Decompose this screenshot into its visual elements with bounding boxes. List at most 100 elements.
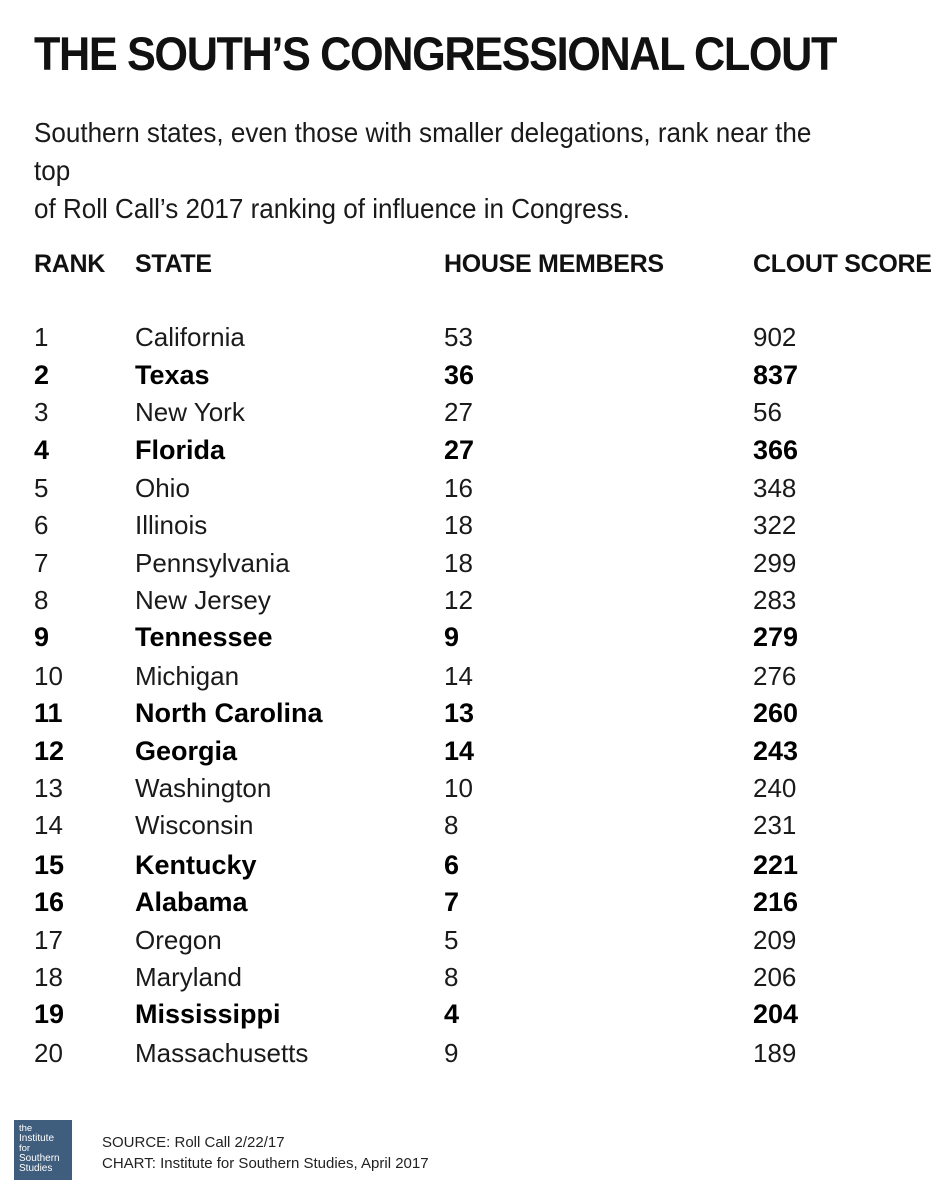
chart-subtitle: Southern states, even those with smaller…	[34, 114, 852, 228]
rank-cell: 3	[34, 396, 49, 427]
state-cell: Georgia	[135, 735, 238, 766]
house-members-cell: 8	[444, 809, 459, 840]
house-members-cell: 12	[444, 584, 473, 615]
rank-cell: 13	[34, 772, 63, 803]
chart-title: THE SOUTH’S CONGRESSIONAL CLOUT	[34, 27, 837, 80]
state-cell: Kentucky	[135, 849, 257, 880]
logo-text-line: the	[19, 1123, 33, 1134]
source-text: SOURCE: Roll Call 2/22/17	[102, 1134, 285, 1151]
table-row: 16 Alabama 7 216	[34, 883, 924, 921]
state-cell: New Jersey	[135, 584, 271, 615]
state-cell: Oregon	[135, 924, 222, 955]
logo-text-line: Southern	[19, 1153, 60, 1164]
house-members-cell: 53	[444, 321, 473, 352]
header-clout-score: CLOUT SCORE	[753, 249, 932, 278]
clout-score-cell: 276	[753, 660, 797, 691]
clout-score-cell: 299	[753, 547, 797, 578]
house-members-cell: 9	[444, 621, 460, 652]
clout-score-cell: 902	[753, 321, 797, 352]
rank-cell: 17	[34, 924, 63, 955]
table-row: 1 California 53 902	[34, 318, 924, 356]
house-members-cell: 5	[444, 924, 459, 955]
clout-table: RANK STATE HOUSE MEMBERS CLOUT SCORE 1 Ca…	[34, 242, 932, 1068]
house-members-cell: 18	[444, 509, 473, 540]
table-row: 10 Michigan 14 276	[34, 657, 924, 695]
state-cell: Maryland	[135, 961, 242, 992]
house-members-cell: 36	[444, 359, 475, 390]
rank-cell: 1	[34, 321, 49, 352]
clout-score-cell: 221	[753, 849, 799, 880]
clout-score-cell: 279	[753, 621, 799, 652]
rank-cell: 14	[34, 809, 63, 840]
table-row: 8 New Jersey 12 283	[34, 581, 924, 619]
table-row: 13 Washington 10 240	[34, 769, 924, 807]
logo-text-line: Institute	[19, 1133, 55, 1144]
clout-score-cell: 56	[753, 396, 782, 427]
house-members-cell: 6	[444, 849, 460, 880]
house-members-cell: 14	[444, 735, 475, 766]
house-members-cell: 18	[444, 547, 473, 578]
state-cell: Massachusetts	[135, 1037, 309, 1068]
state-cell: Alabama	[135, 886, 248, 917]
clout-score-cell: 216	[753, 886, 799, 917]
state-cell: Michigan	[135, 660, 240, 691]
clout-score-cell: 209	[753, 924, 797, 955]
state-cell: Florida	[135, 434, 226, 465]
table-row: 20 Massachusetts 9 189	[34, 1034, 924, 1072]
state-cell: Texas	[135, 359, 210, 390]
state-cell: New York	[135, 396, 245, 427]
rank-cell: 15	[34, 849, 65, 880]
clout-score-cell: 366	[753, 434, 799, 465]
table-row: 12 Georgia 14 243	[34, 732, 924, 770]
rank-cell: 10	[34, 660, 63, 691]
clout-score-cell: 189	[753, 1037, 797, 1068]
table-row: 2 Texas 36 837	[34, 356, 924, 394]
clout-score-cell: 206	[753, 961, 797, 992]
house-members-cell: 10	[444, 772, 473, 803]
rank-cell: 9	[34, 621, 50, 652]
institute-logo: the Institute for Southern Studies	[14, 1120, 72, 1180]
table-header: RANK STATE HOUSE MEMBERS CLOUT SCORE	[34, 242, 932, 286]
clout-score-cell: 260	[753, 697, 799, 728]
house-members-cell: 27	[444, 434, 475, 465]
rank-cell: 8	[34, 584, 49, 615]
state-cell: California	[135, 321, 245, 352]
header-house-members: HOUSE MEMBERS	[444, 249, 664, 278]
house-members-cell: 13	[444, 697, 475, 728]
clout-score-cell: 243	[753, 735, 799, 766]
state-cell: Washington	[135, 772, 272, 803]
table-row: 15 Kentucky 6 221	[34, 846, 924, 884]
rank-cell: 2	[34, 359, 50, 390]
subtitle-line-2: of Roll Call’s 2017 ranking of influence…	[34, 193, 630, 224]
footer: the Institute for Southern Studies SOURC…	[14, 1120, 914, 1182]
source-note: SOURCE: Roll Call 2/22/17 CHART: Institu…	[102, 1132, 429, 1174]
state-cell: Tennessee	[135, 621, 273, 652]
clout-score-cell: 240	[753, 772, 797, 803]
table-row: 9 Tennessee 9 279	[34, 618, 924, 656]
subtitle-line-1: Southern states, even those with smaller…	[34, 117, 812, 186]
state-cell: Ohio	[135, 472, 190, 503]
rank-cell: 7	[34, 547, 49, 578]
house-members-cell: 16	[444, 472, 473, 503]
table-row: 3 New York 27 56	[34, 393, 924, 431]
table-row: 18 Maryland 8 206	[34, 958, 924, 996]
table-row: 17 Oregon 5 209	[34, 921, 924, 959]
state-cell: North Carolina	[135, 697, 323, 728]
rank-cell: 20	[34, 1037, 63, 1068]
logo-text-line: for	[19, 1143, 31, 1154]
house-members-cell: 27	[444, 396, 473, 427]
credit-text: CHART: Institute for Southern Studies, A…	[102, 1155, 429, 1172]
rank-cell: 12	[34, 735, 65, 766]
rank-cell: 11	[34, 697, 63, 728]
logo-text-line: Studies	[19, 1163, 53, 1174]
state-cell: Wisconsin	[135, 809, 254, 840]
table-row: 5 Ohio 16 348	[34, 469, 924, 507]
clout-score-cell: 231	[753, 809, 797, 840]
house-members-cell: 9	[444, 1037, 459, 1068]
clout-score-cell: 837	[753, 359, 799, 390]
rank-cell: 19	[34, 998, 65, 1029]
state-cell: Mississippi	[135, 998, 281, 1029]
rank-cell: 5	[34, 472, 49, 503]
state-cell: Pennsylvania	[135, 547, 290, 578]
rank-cell: 16	[34, 886, 65, 917]
